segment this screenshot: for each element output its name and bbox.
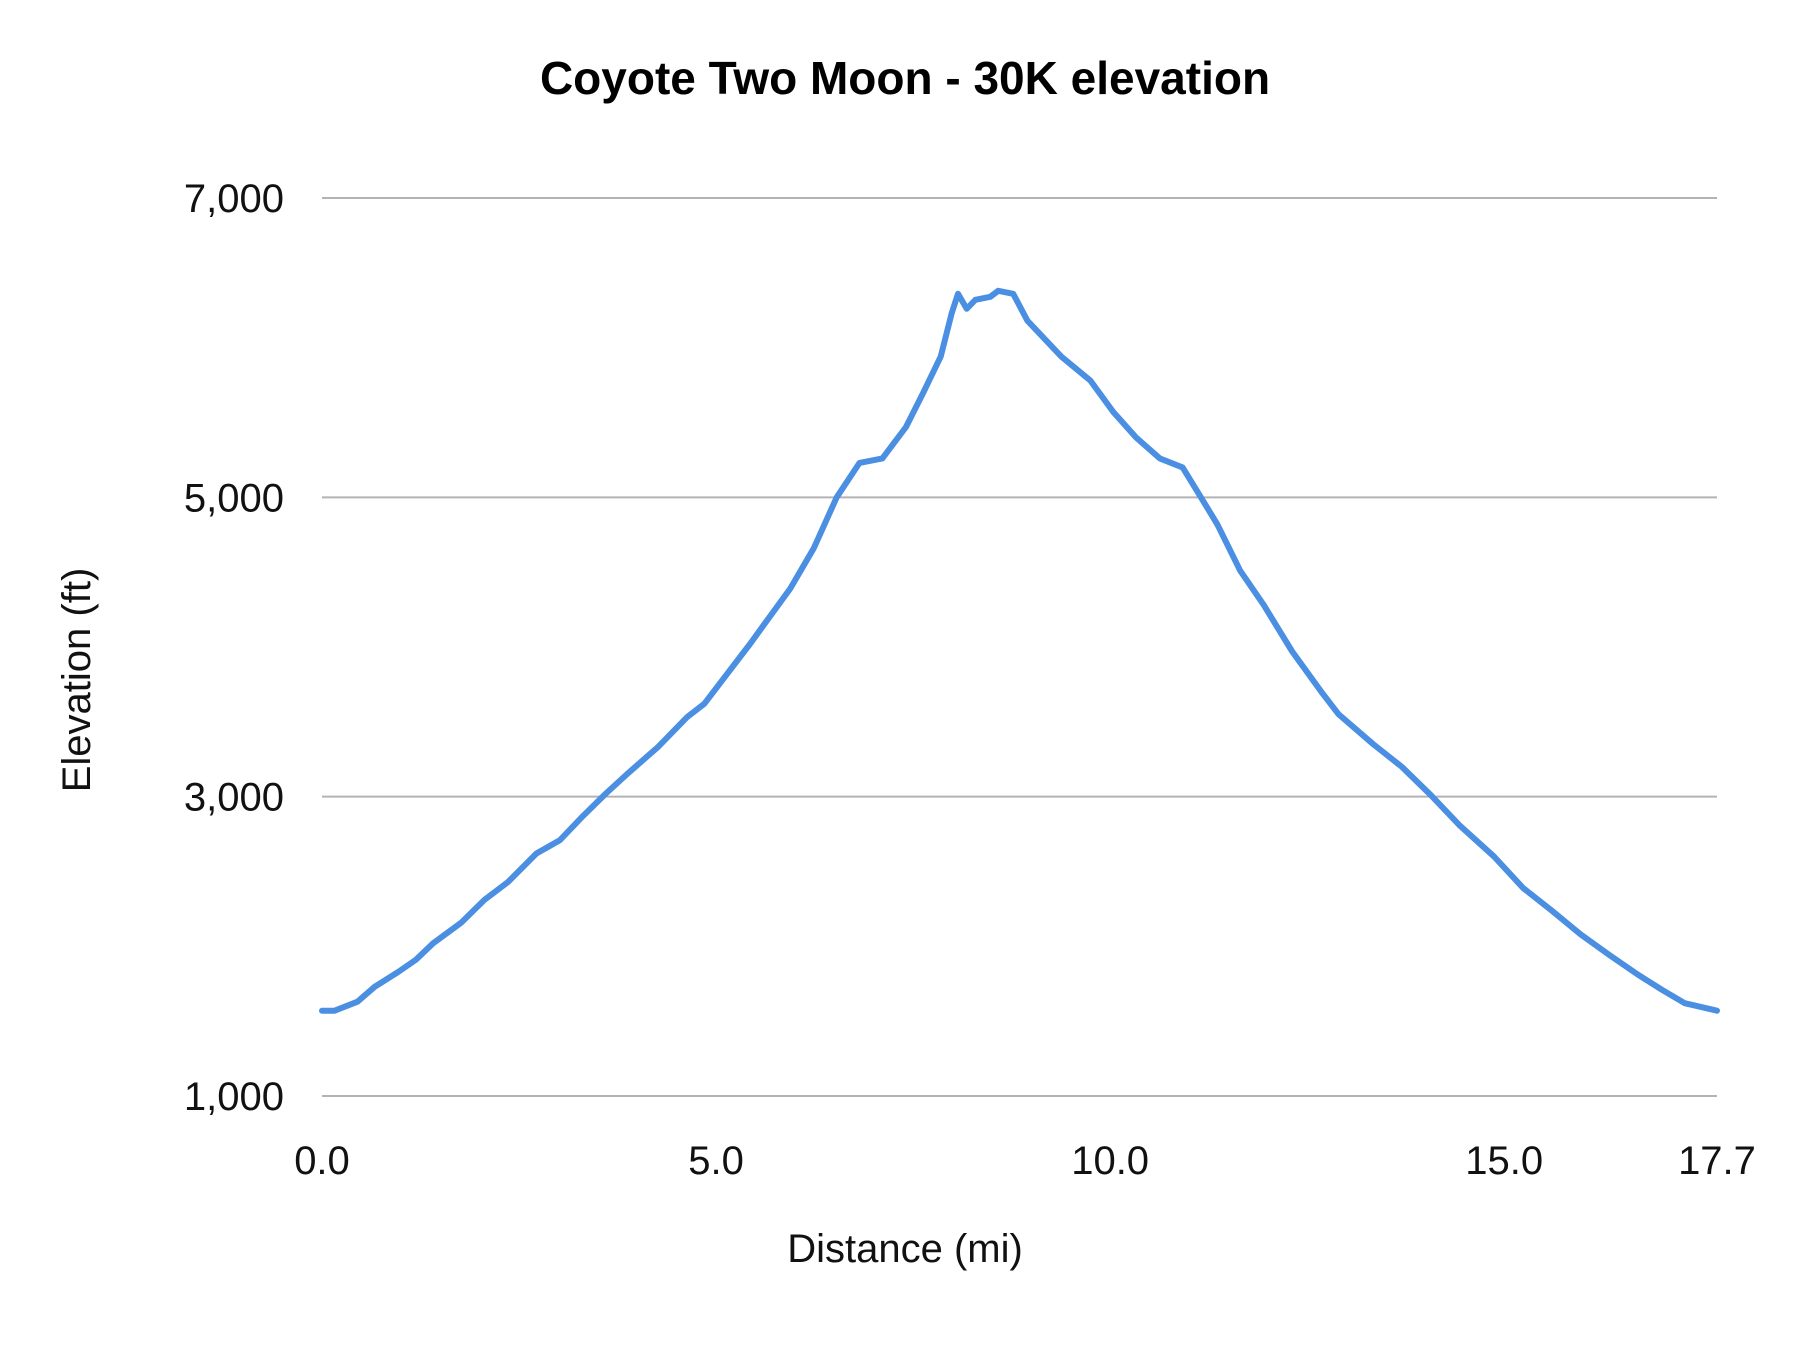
x-axis-ticks: 0.0 5.0 10.0 15.0 17.7 xyxy=(294,1139,1756,1183)
y-tick-label: 7,000 xyxy=(184,177,284,221)
y-tick-label: 1,000 xyxy=(184,1075,284,1119)
y-axis-ticks: 1,000 3,000 5,000 7,000 xyxy=(184,177,284,1119)
x-tick-label: 10.0 xyxy=(1071,1139,1149,1183)
grid-lines xyxy=(322,197,1717,1097)
x-tick-label: 5.0 xyxy=(688,1139,744,1183)
x-tick-label: 15.0 xyxy=(1465,1139,1543,1183)
chart-title: Coyote Two Moon - 30K elevation xyxy=(540,52,1270,104)
y-tick-label: 5,000 xyxy=(184,476,284,520)
y-axis-label: Elevation (ft) xyxy=(55,568,99,793)
y-tick-label: 3,000 xyxy=(184,776,284,820)
x-axis-label: Distance (mi) xyxy=(787,1227,1023,1271)
series-line xyxy=(319,287,1720,1014)
x-tick-label: 0.0 xyxy=(294,1139,350,1183)
x-tick-label: 17.7 xyxy=(1678,1139,1756,1183)
